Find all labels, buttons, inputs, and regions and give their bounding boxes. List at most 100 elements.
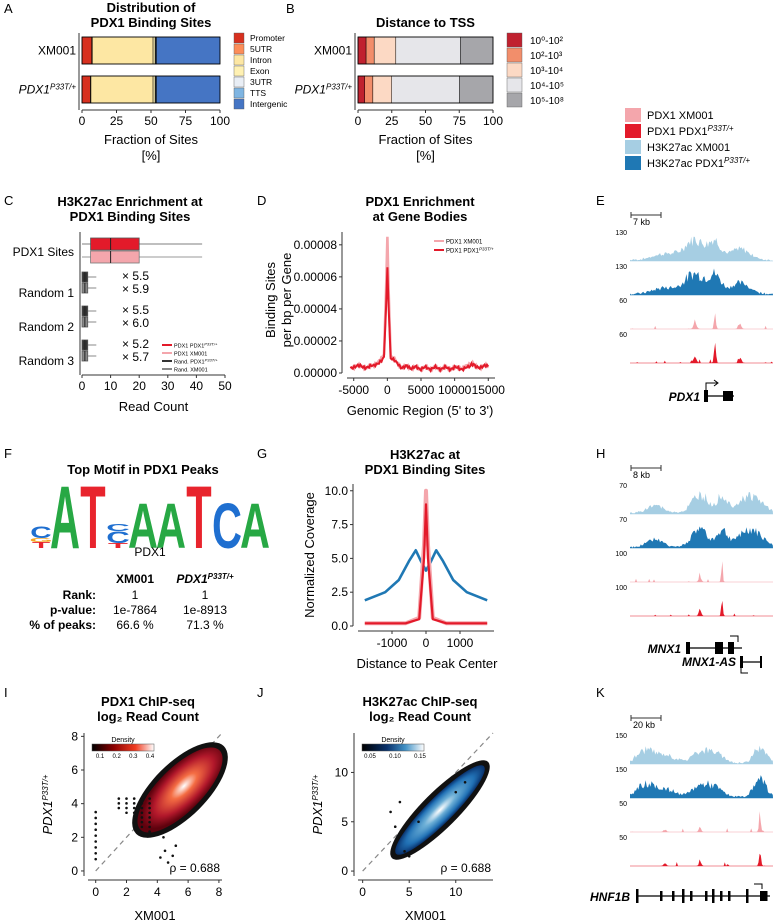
x-tick-label: 0	[359, 885, 366, 899]
track-max-label: 60	[619, 332, 627, 339]
panel-label-j: J	[257, 685, 264, 700]
data-point	[463, 781, 467, 784]
data-point	[94, 840, 98, 843]
x-axis-label: Distance to Peak Center	[357, 656, 499, 671]
y-tick-label: 10.0	[325, 484, 349, 498]
gene-label: HNF1B	[590, 890, 630, 904]
gene-exon	[682, 889, 685, 903]
motif-name: PDX1	[134, 545, 166, 559]
table-cell: 71.3 %	[186, 618, 224, 632]
series-line	[349, 236, 489, 373]
legend-swatch	[625, 156, 641, 170]
text-superscript: P33T/+	[204, 341, 218, 346]
group-label: PDX1 Sites	[13, 245, 74, 259]
gene-label: MNX1-AS	[682, 655, 736, 669]
legend-label: Promoter	[250, 33, 285, 43]
scale-label: 8 kb	[633, 470, 650, 480]
x-tick-label: 75	[453, 114, 467, 128]
y-tick-label: 10	[335, 765, 349, 779]
bar-segment	[364, 75, 374, 104]
bar-outline	[81, 36, 221, 65]
text-superscript: P33T/+	[479, 246, 494, 251]
legend-label: H3K27ac PDX1P33T/+	[647, 156, 750, 171]
legend-swatch	[625, 124, 641, 138]
x-tick-label: -5000	[338, 383, 369, 397]
bar-outline	[357, 75, 494, 104]
y-tick-label: 8	[71, 729, 78, 743]
legend-swatch	[506, 77, 523, 93]
box	[90, 250, 140, 264]
legend-label: PDX1 PDX1P33T/+	[446, 246, 494, 255]
chart-title: H3K27ac ChIP-seq	[363, 694, 478, 709]
legend-label: TTS	[250, 88, 266, 98]
series-line	[349, 267, 490, 373]
data-point	[94, 834, 98, 837]
table-header: PDX1P33T/+	[176, 572, 234, 587]
coverage-track	[630, 745, 773, 764]
legend-swatch	[625, 140, 641, 154]
text-base: PDX1 PDX1	[446, 249, 480, 255]
legend-label: PDX1 XM001	[174, 352, 207, 358]
motif-letter: T	[32, 540, 51, 550]
data-point	[162, 836, 165, 839]
gene-exon	[672, 891, 675, 901]
colorbar-tick-label: 0.2	[112, 754, 121, 760]
chart-title: log₂ Read Count	[97, 709, 199, 724]
x-tick-label: 1000	[447, 636, 474, 650]
bar-segment	[81, 75, 91, 104]
gene-exon	[712, 889, 715, 903]
gene-exon	[723, 391, 733, 401]
y-axis-label: PDX1P33T/+	[40, 774, 55, 834]
gene-exon	[636, 889, 639, 903]
x-tick-label: 0	[384, 383, 391, 397]
tss-arrow	[705, 382, 717, 390]
legend-swatch	[233, 87, 245, 99]
x-tick-label: 5	[406, 885, 413, 899]
coverage-track	[630, 775, 773, 798]
bar-segment	[460, 36, 494, 65]
bar-segment	[81, 36, 92, 65]
panel-label-h: H	[596, 446, 605, 461]
category-label: XM001	[314, 44, 352, 58]
motif-letter: C	[30, 523, 51, 542]
data-point	[163, 849, 167, 853]
track-max-label: 100	[615, 551, 627, 558]
text-base: PDX1	[295, 83, 326, 97]
bar-segment	[391, 75, 460, 104]
legend-label: 3UTR	[250, 77, 272, 87]
data-point	[125, 811, 128, 815]
legend-label: PDX1 PDX1P33T/+	[647, 124, 734, 139]
data-point	[398, 800, 402, 804]
legend-label: 5UTR	[250, 44, 272, 54]
legend-label: 10⁵-10⁸	[530, 96, 564, 107]
text-base: PDX1	[176, 572, 208, 586]
chart-title: Top Motif in PDX1 Peaks	[67, 462, 218, 477]
chart-title: PDX1 Binding Sites	[365, 462, 486, 477]
data-point	[94, 816, 98, 820]
text-base: PDX1	[19, 83, 50, 97]
x-tick-label: 20	[133, 379, 147, 393]
x-axis-label: XM001	[134, 908, 175, 921]
motif-letter: T	[80, 467, 105, 567]
panel-label-k: K	[596, 685, 605, 700]
legend-swatch	[233, 98, 245, 110]
data-point	[117, 806, 121, 810]
legend-swatch	[233, 65, 245, 77]
y-tick-label: 0.0	[331, 619, 348, 633]
legend-swatch	[506, 92, 523, 108]
density-region	[395, 765, 485, 855]
data-point	[407, 854, 411, 858]
gene-exon	[690, 891, 693, 901]
legend-label: PDX1 XM001	[647, 110, 714, 122]
data-point	[125, 802, 128, 805]
x-tick-label: 0	[79, 114, 86, 128]
bar-segment	[373, 36, 397, 65]
coverage-track	[630, 526, 773, 548]
data-point	[94, 851, 98, 855]
colorbar-tick-label: 0.1	[96, 754, 105, 760]
data-point	[132, 797, 136, 800]
text-base: PDX1 PDX1	[174, 344, 204, 350]
gene-exon	[720, 891, 723, 901]
data-point	[166, 861, 170, 864]
